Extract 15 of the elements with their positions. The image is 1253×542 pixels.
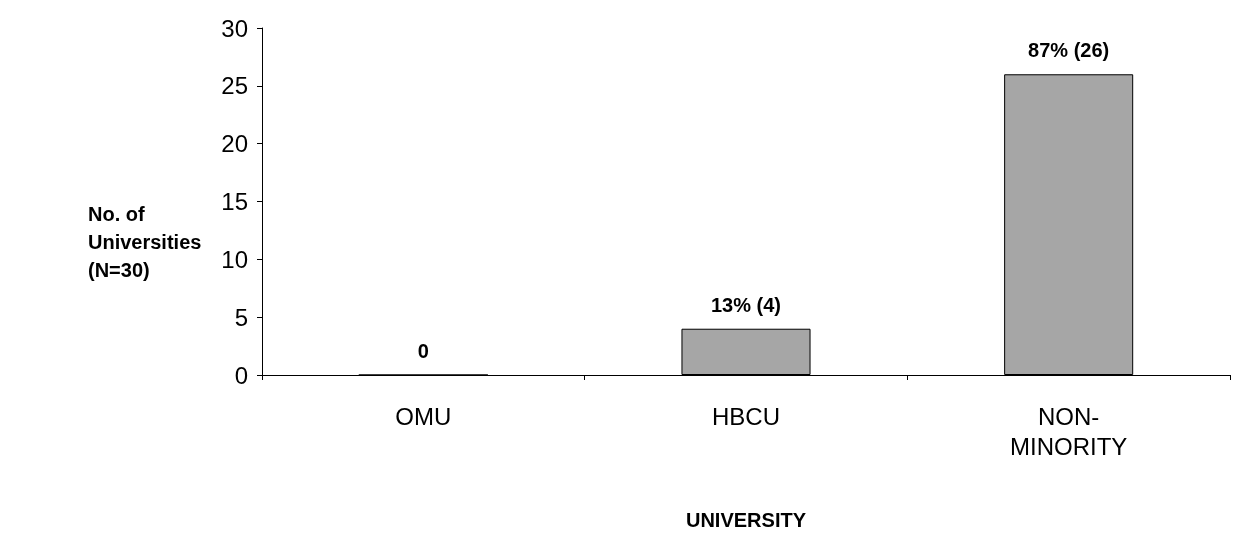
x-tick-label: HBCU (711, 402, 781, 430)
y-tick-label: 0 (234, 361, 248, 389)
x-tick-label: OMU (395, 402, 452, 430)
data-label: 87% (26) (1028, 39, 1110, 62)
data-label: 13% (4) (710, 293, 782, 316)
x-axis-title: UNIVERSITY (685, 509, 807, 531)
x-tick-label: NON-MINORITY (1010, 402, 1128, 460)
y-tick-label: 25 (221, 72, 248, 100)
y-tick-label: 15 (221, 188, 248, 215)
y-tick-label: 20 (221, 130, 248, 158)
y-axis-title: No. of Universities (N=30) (88, 203, 207, 281)
y-tick-label: 10 (221, 245, 248, 273)
data-label: 0 (417, 339, 429, 362)
y-tick-label: 5 (234, 303, 248, 331)
y-tick-label: 30 (221, 14, 248, 42)
